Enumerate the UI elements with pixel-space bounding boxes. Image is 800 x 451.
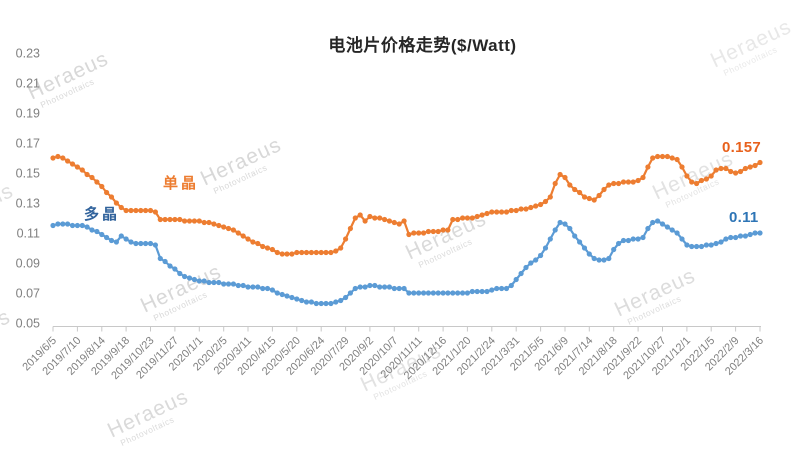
- svg-text:0.21: 0.21: [16, 77, 40, 91]
- svg-text:0.17: 0.17: [16, 137, 40, 151]
- svg-text:0.07: 0.07: [16, 287, 40, 301]
- chart-title: 电池片价格走势($/Watt): [328, 36, 517, 55]
- svg-text:0.09: 0.09: [16, 257, 40, 271]
- svg-text:0.23: 0.23: [16, 47, 40, 61]
- line-chart-plot: 0.05 0.07 0.09 0.11 0.13 0.15 0.17 0.19 0.21 0.23…: [16, 47, 766, 383]
- series-label-multi: 多晶: [84, 206, 121, 223]
- price-trend-chart: Heraeus Photovoltaics Heraeus Photovoltaics…: [0, 15, 796, 448]
- svg-text:0.19: 0.19: [16, 107, 40, 121]
- end-value-label-mono: 0.157: [722, 139, 762, 156]
- svg-text:0.13: 0.13: [16, 197, 40, 211]
- svg-text:0.15: 0.15: [16, 167, 40, 181]
- series-label-mono: 单晶: [163, 175, 200, 192]
- end-value-label-multi: 0.11: [729, 209, 759, 226]
- svg-text:0.11: 0.11: [17, 227, 40, 241]
- svg-text:0.05: 0.05: [16, 317, 40, 331]
